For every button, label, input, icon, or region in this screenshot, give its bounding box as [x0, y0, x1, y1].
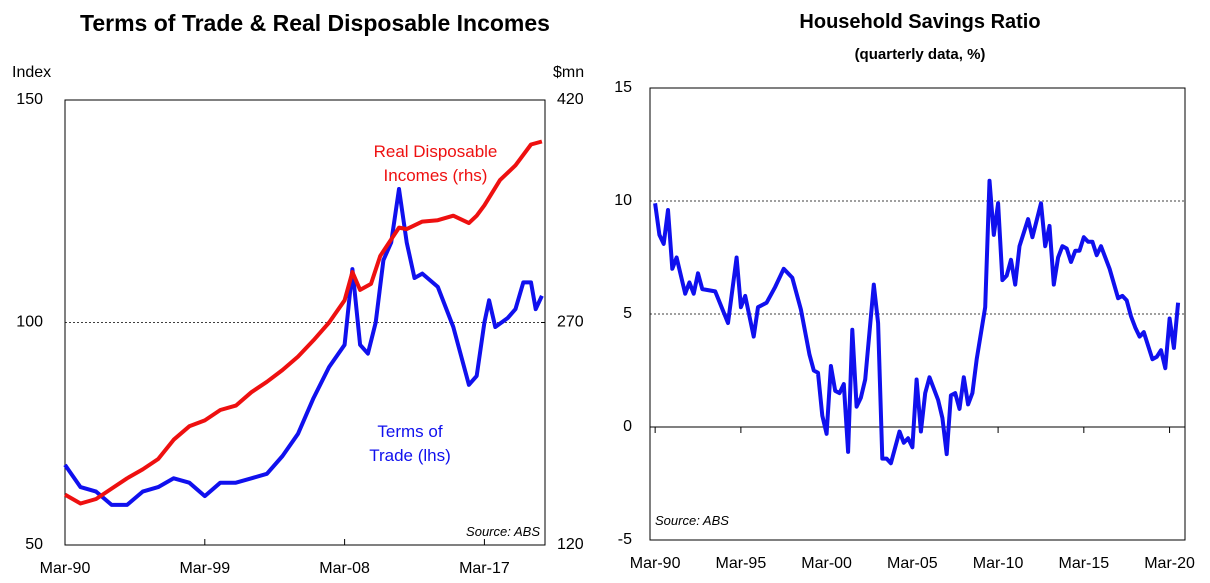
x-tick-label: Mar-90 — [40, 560, 91, 577]
chart-subtitle: (quarterly data, %) — [854, 46, 986, 63]
chart-title: Terms of Trade & Real Disposable Incomes — [80, 10, 550, 36]
x-tick-label: Mar-05 — [887, 555, 938, 572]
y2-tick-label: 120 — [557, 536, 584, 553]
y-tick-label: -5 — [618, 531, 632, 548]
y-tick-label: 50 — [25, 536, 43, 553]
source: Source: ABS — [466, 524, 540, 539]
x-tick-label: Mar-20 — [1144, 555, 1195, 572]
series-line — [63, 187, 544, 507]
x-tick-label: Mar-08 — [319, 560, 370, 577]
y2-tick-label: 420 — [557, 91, 584, 108]
series-line — [653, 178, 1181, 466]
source: Source: ABS — [655, 513, 729, 528]
y-tick-label: 150 — [16, 91, 43, 108]
y-tick-label: 10 — [614, 192, 632, 209]
plot-frame — [64, 99, 546, 546]
y-tick-label: 100 — [16, 314, 43, 331]
x-tick-label: Mar-15 — [1058, 555, 1109, 572]
x-tick-label: Mar-10 — [973, 555, 1024, 572]
y-axis-label: Index — [12, 64, 52, 81]
y2-axis-label: $mn — [553, 64, 585, 81]
y-tick-label: 15 — [614, 79, 632, 96]
y-tick-label: 0 — [623, 418, 632, 435]
x-tick-label: Mar-99 — [179, 560, 230, 577]
plot-frame — [649, 87, 1186, 541]
x-tick-label: Mar-95 — [716, 555, 767, 572]
chart-title: Household Savings Ratio — [799, 11, 1041, 33]
annotation: Terms of Trade (lhs) — [369, 422, 451, 465]
annotation: Real Disposable Incomes (rhs) — [373, 142, 498, 185]
series-line — [64, 139, 543, 506]
y-tick-label: 5 — [623, 305, 632, 322]
x-tick-label: Mar-90 — [630, 555, 681, 572]
x-tick-label: Mar-17 — [459, 560, 510, 577]
y2-tick-label: 270 — [557, 314, 584, 331]
x-tick-label: Mar-00 — [801, 555, 852, 572]
